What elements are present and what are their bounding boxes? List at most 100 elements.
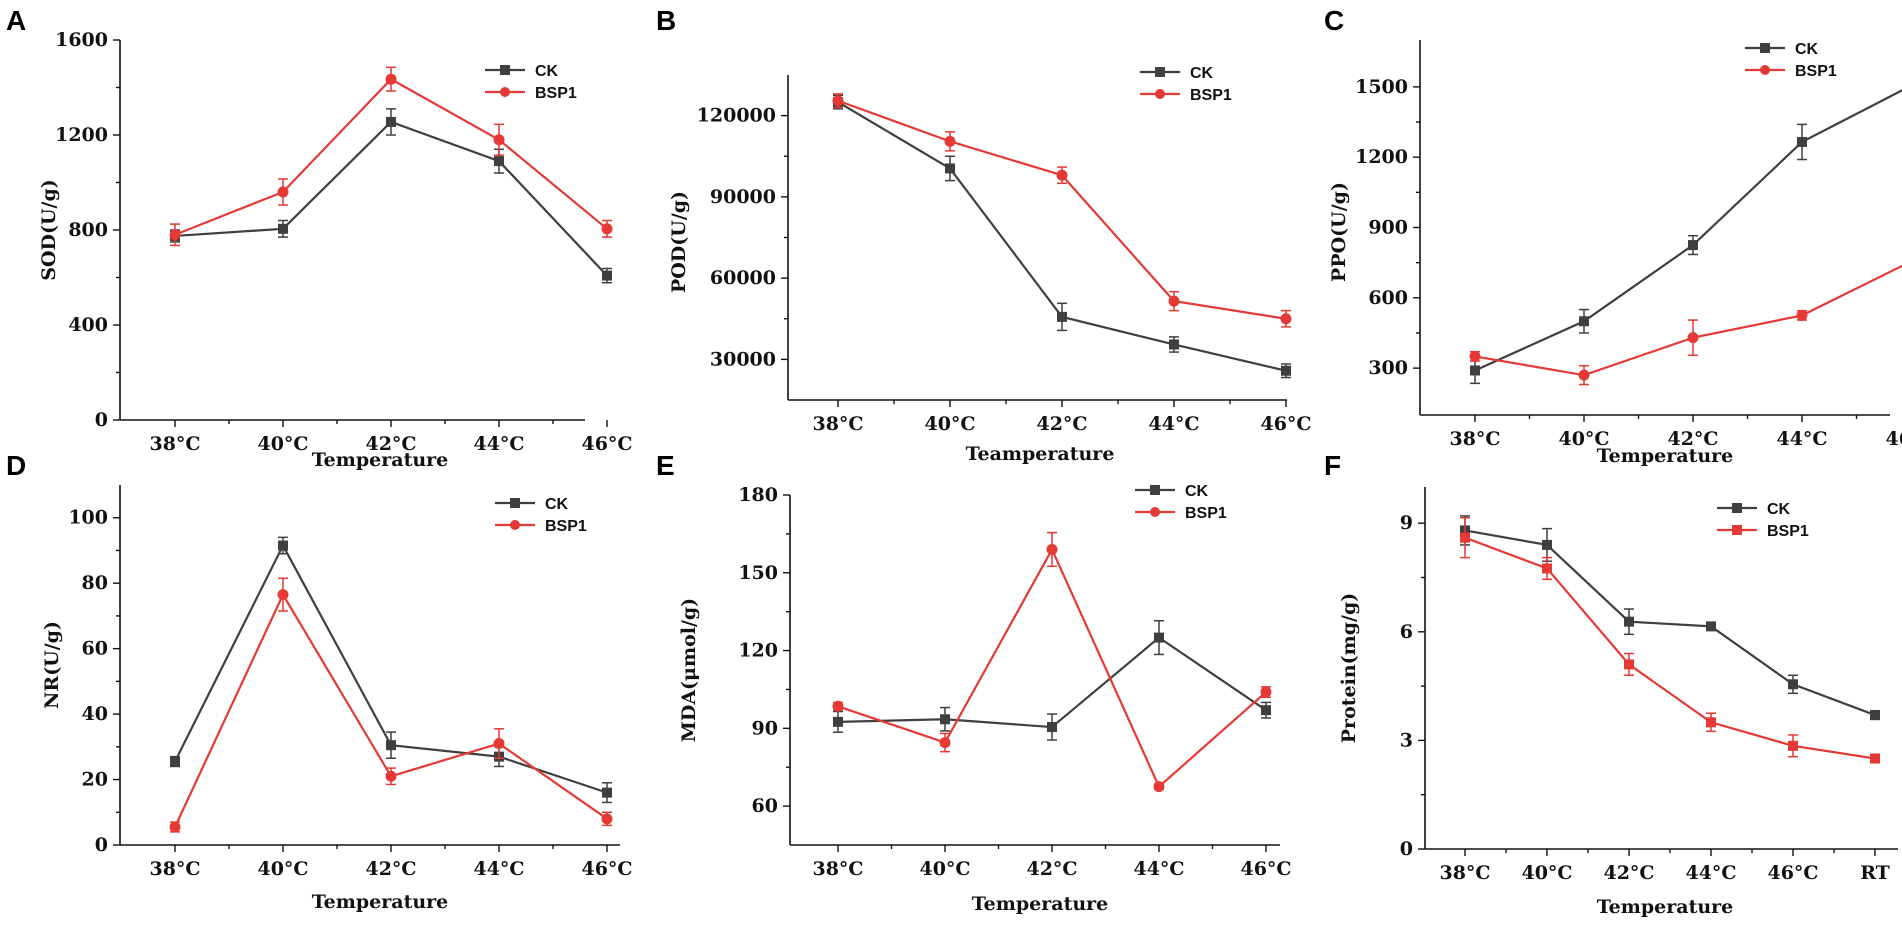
- panel-f: F 0 3 6 9 38°C 40°C 42°C 44°C 46°C RT Temperature Pr…: [1324, 450, 1898, 918]
- x-tick-label-e: 38°C: [812, 858, 863, 880]
- data-point-ck-e: [833, 716, 843, 727]
- data-point-ck-d: [278, 540, 288, 551]
- y-tick-label-c: 1200: [1355, 146, 1408, 168]
- panel-label-c: C: [1324, 5, 1344, 36]
- data-point-bsp1-d: [493, 738, 505, 750]
- legend-d: CK BSP1: [495, 496, 587, 535]
- data-point-ck-d: [170, 756, 180, 767]
- panel-label-f: F: [1324, 450, 1341, 481]
- y-tick-label-b: 120000: [697, 105, 776, 127]
- series-bsp1-e: [832, 531, 1272, 793]
- legend-marker-bsp1-b: [1155, 89, 1165, 99]
- legend-label-ck-d: CK: [545, 496, 569, 513]
- series-ck-e: [833, 619, 1271, 741]
- data-point-ck-f: [1788, 679, 1798, 690]
- y-tick-label-f: 3: [1400, 729, 1413, 751]
- series-ck-d: [170, 536, 612, 804]
- series-line-ck-a: [174, 120, 608, 277]
- x-tick-label-e: 40°C: [919, 858, 970, 880]
- legend-e: CK BSP1: [1135, 483, 1227, 522]
- y-axis-label-f: Protein(mg/g): [1338, 593, 1360, 743]
- x-tick-label-a: 46°C: [581, 433, 632, 455]
- series-ck-b: [833, 94, 1291, 379]
- data-point-bsp1-a: [493, 134, 505, 146]
- data-point-ck-f: [1706, 621, 1716, 632]
- x-tick-label-f: 42°C: [1603, 862, 1654, 884]
- data-point-bsp1-a: [601, 223, 613, 235]
- panel-c: C 300 600 900 1200 1500 38°C 40°C 42°C 44°C 46°C Te…: [1324, 5, 1902, 467]
- y-tick-label-e: 180: [738, 484, 778, 506]
- legend-marker-bsp1-a: [500, 87, 510, 97]
- x-tick-label-d: 42°C: [365, 858, 416, 880]
- legend-label-bsp1-d: BSP1: [545, 518, 587, 535]
- data-point-bsp1-b: [944, 135, 956, 147]
- data-point-ck-d: [386, 740, 396, 751]
- data-point-bsp1-b: [1056, 169, 1068, 181]
- data-point-bsp1-b: [832, 95, 844, 107]
- series-bsp1-d: [169, 577, 613, 833]
- legend-marker-ck-f: [1732, 503, 1742, 513]
- y-tick-label-c: 1500: [1355, 76, 1408, 98]
- x-axis-label-a: Temperature: [312, 449, 449, 471]
- legend-marker-bsp1-c: [1760, 65, 1770, 75]
- data-point-bsp1-c: [1578, 369, 1590, 381]
- x-tick-label-f: RT: [1860, 862, 1890, 884]
- series-ck-c: [1470, 89, 1902, 385]
- y-tick-label-f: 6: [1400, 621, 1413, 643]
- series-line-bsp1-f: [1464, 536, 1876, 760]
- x-tick-label-f: 46°C: [1767, 862, 1818, 884]
- legend-marker-bsp1-e: [1150, 507, 1160, 517]
- data-point-ck-a: [494, 156, 504, 167]
- legend-marker-ck-d: [510, 498, 520, 508]
- x-tick-label-f: 40°C: [1521, 862, 1572, 884]
- data-point-ck-e: [1154, 632, 1164, 643]
- data-point-bsp1-a: [385, 73, 397, 85]
- x-tick-label-e: 44°C: [1133, 858, 1184, 880]
- x-tick-label-c: 40°C: [1558, 428, 1609, 450]
- x-tick-label-b: 38°C: [812, 413, 863, 435]
- panel-label-a: A: [6, 5, 26, 36]
- x-tick-label-d: 46°C: [581, 858, 632, 880]
- y-tick-label-d: 100: [68, 507, 108, 529]
- legend-b: CK BSP1: [1140, 65, 1232, 104]
- data-point-ck-c: [1579, 316, 1589, 327]
- data-point-ck-c: [1797, 136, 1807, 147]
- data-point-ck-b: [945, 163, 955, 174]
- data-point-ck-a: [386, 116, 396, 127]
- legend-label-ck-a: CK: [535, 63, 559, 80]
- series-bsp1-f: [1460, 517, 1880, 764]
- y-tick-label-b: 30000: [710, 348, 776, 370]
- series-bsp1-c: [1469, 264, 1902, 386]
- y-tick-label-d: 0: [95, 834, 108, 856]
- series-line-bsp1-a: [174, 77, 608, 236]
- data-point-ck-e: [940, 714, 950, 725]
- legend-f: CK BSP1: [1717, 501, 1809, 540]
- data-point-bsp1-c: [1796, 309, 1808, 321]
- x-tick-label-b: 44°C: [1148, 413, 1199, 435]
- data-point-bsp1-f: [1624, 659, 1634, 670]
- y-tick-label-e: 60: [752, 795, 778, 817]
- y-tick-label-d: 80: [82, 572, 108, 594]
- data-point-bsp1-f: [1788, 740, 1798, 751]
- data-point-bsp1-b: [1168, 295, 1180, 307]
- y-axis-label-c: PPO(U/g): [1328, 182, 1350, 282]
- legend-label-bsp1-e: BSP1: [1185, 505, 1227, 522]
- data-point-bsp1-f: [1460, 532, 1470, 543]
- series-ck-f: [1460, 515, 1880, 721]
- y-tick-label-c: 900: [1368, 217, 1408, 239]
- x-tick-label-e: 46°C: [1240, 858, 1291, 880]
- x-tick-label-c: 42°C: [1667, 428, 1718, 450]
- data-point-bsp1-d: [601, 813, 613, 825]
- x-axis-label-f: Temperature: [1597, 896, 1734, 918]
- series-bsp1-b: [832, 93, 1292, 328]
- panel-label-b: B: [656, 5, 676, 36]
- y-axis-label-b: POD(U/g): [668, 191, 690, 293]
- legend-a: CK BSP1: [485, 63, 577, 102]
- legend-label-ck-e: CK: [1185, 483, 1209, 500]
- data-point-bsp1-a: [169, 229, 181, 241]
- data-point-bsp1-e: [939, 737, 951, 749]
- data-point-bsp1-e: [1153, 781, 1165, 793]
- legend-marker-bsp1-d: [510, 520, 520, 530]
- y-tick-label-d: 20: [82, 769, 108, 791]
